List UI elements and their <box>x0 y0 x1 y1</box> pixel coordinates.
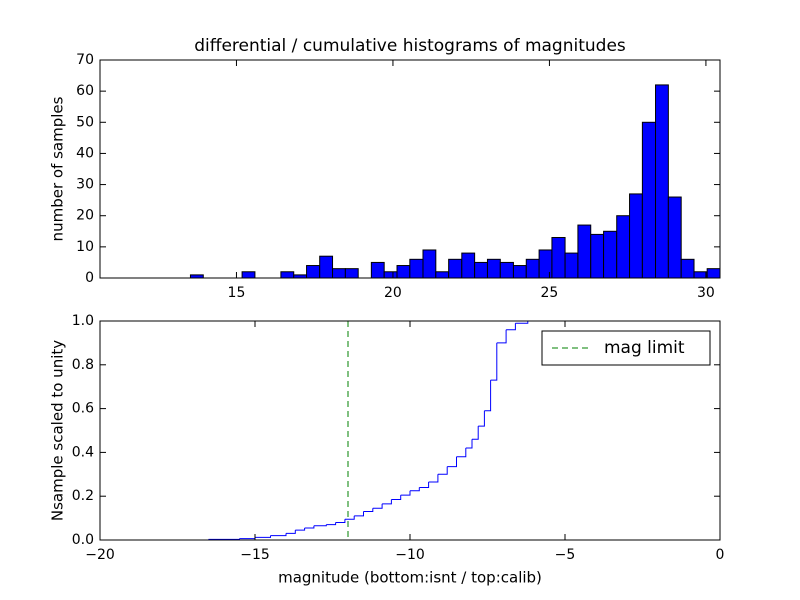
step-segment <box>326 522 337 526</box>
step-segment <box>400 490 411 496</box>
step-segment <box>295 527 306 531</box>
bar <box>319 255 334 279</box>
bar <box>448 258 463 279</box>
step-segment <box>363 508 374 513</box>
y-tick-label: 0.6 <box>72 401 94 417</box>
step-segment <box>239 537 256 540</box>
legend-box <box>541 330 711 366</box>
bar <box>306 265 321 279</box>
bar <box>551 237 566 279</box>
bar <box>409 258 424 279</box>
y-tick-label: 0.0 <box>72 532 94 548</box>
bar <box>396 265 411 279</box>
x-tick-label: 30 <box>697 285 715 301</box>
y-axis-label: Nsample scaled to unity <box>49 340 67 521</box>
axes-frame <box>99 59 721 279</box>
step-segment <box>437 466 448 475</box>
bar <box>693 271 708 279</box>
bar <box>706 268 721 279</box>
bar <box>603 230 618 279</box>
bar <box>435 271 450 279</box>
step-segment <box>419 481 430 488</box>
step-segment <box>313 524 327 527</box>
step-segment <box>456 448 467 458</box>
step-segment <box>335 519 346 523</box>
x-axis-label: magnitude (bottom:isnt / top:calib) <box>278 569 542 587</box>
step-segment <box>496 329 507 344</box>
bar <box>680 258 695 279</box>
x-tick-label: 15 <box>228 285 246 301</box>
bar <box>655 84 669 279</box>
bar <box>538 249 553 279</box>
step-segment <box>490 342 498 381</box>
x-tick-label: −5 <box>555 547 576 563</box>
bar <box>641 121 657 279</box>
step-segment <box>478 410 485 427</box>
chart-title: differential / cumulative histograms of … <box>194 36 626 56</box>
step-segment <box>391 495 402 500</box>
bar <box>525 258 540 279</box>
y-tick-label: 30 <box>76 177 94 193</box>
x-tick-label: 0 <box>716 547 725 563</box>
x-tick-label: −10 <box>395 547 425 563</box>
step-segment <box>372 503 383 509</box>
bar <box>474 261 488 279</box>
bar <box>461 252 476 279</box>
bar <box>616 215 631 279</box>
y-tick-label: 0.2 <box>72 488 94 504</box>
y-tick-label: 70 <box>76 52 94 68</box>
y-tick-label: 0.4 <box>72 444 94 460</box>
step-segment <box>354 511 364 517</box>
step-segment <box>286 530 296 534</box>
step-segment <box>255 535 271 538</box>
bar <box>577 224 592 279</box>
step-segment <box>484 380 492 412</box>
y-tick-label: 40 <box>76 145 94 161</box>
bar <box>370 261 385 279</box>
bar <box>667 196 682 279</box>
bar <box>512 265 527 279</box>
y-tick-label: 50 <box>76 114 94 130</box>
bar <box>280 271 295 279</box>
bar <box>590 233 605 279</box>
y-axis-label: number of samples <box>49 96 67 241</box>
x-tick-label: −20 <box>85 547 115 563</box>
bar <box>486 258 501 279</box>
y-tick-label: 20 <box>76 208 94 224</box>
bar <box>383 271 398 279</box>
bar <box>629 193 643 279</box>
bar <box>241 271 256 279</box>
step-segment <box>410 487 420 492</box>
x-tick-label: −15 <box>240 547 270 563</box>
y-tick-label: 1.0 <box>72 313 94 329</box>
step-segment <box>304 525 315 529</box>
step-segment <box>465 439 473 449</box>
step-segment <box>428 474 439 483</box>
bar <box>499 261 514 279</box>
step-segment <box>515 321 529 324</box>
bar <box>422 249 437 279</box>
x-tick-label: 20 <box>384 285 402 301</box>
bar <box>332 268 346 279</box>
bar <box>564 252 579 279</box>
step-segment <box>344 515 355 520</box>
y-tick-label: 10 <box>76 239 94 255</box>
step-segment <box>506 323 516 331</box>
y-tick-label: 0.8 <box>72 357 94 373</box>
y-tick-label: 0 <box>85 270 94 286</box>
bar <box>344 268 359 279</box>
legend-label: mag limit <box>604 338 685 358</box>
step-segment <box>382 499 392 505</box>
step-segment <box>447 456 457 468</box>
step-segment <box>208 538 240 540</box>
x-tick-label: 25 <box>541 285 559 301</box>
step-segment <box>270 533 287 537</box>
step-segment <box>472 426 479 440</box>
y-tick-label: 60 <box>76 83 94 99</box>
